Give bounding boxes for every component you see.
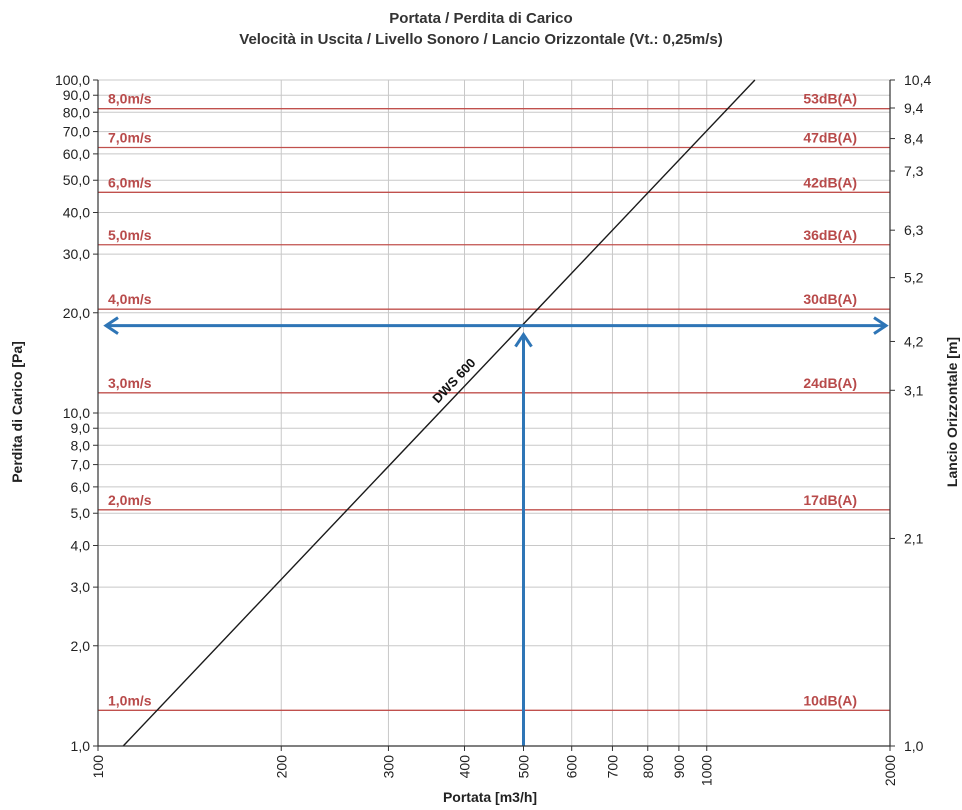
x-tick-label: 300 xyxy=(380,755,396,779)
velocity-label: 8,0m/s xyxy=(108,91,152,107)
y2-tick-label: 6,3 xyxy=(904,222,924,238)
y2-axis-title: Lancio Orizzontale [m] xyxy=(944,337,960,487)
y-tick-label: 40,0 xyxy=(63,205,90,221)
sound-level-label: 36dB(A) xyxy=(803,227,857,243)
velocity-label: 7,0m/s xyxy=(108,130,152,146)
left-arrowhead xyxy=(103,316,119,335)
y2-tick-label: 8,4 xyxy=(904,131,924,147)
x-tick-label: 800 xyxy=(640,755,656,779)
y-tick-label: 90,0 xyxy=(63,87,90,103)
y-tick-label: 20,0 xyxy=(63,305,90,321)
y2-tick-label: 4,2 xyxy=(904,333,924,349)
y-tick-label: 8,0 xyxy=(71,437,91,453)
x-tick-label: 700 xyxy=(604,755,620,779)
y-tick-label: 10,0 xyxy=(63,405,90,421)
y-tick-label: 100,0 xyxy=(55,72,90,88)
y-tick-label: 6,0 xyxy=(71,479,91,495)
y2-tick-label: 5,2 xyxy=(904,270,924,286)
x-tick-label: 400 xyxy=(457,755,473,779)
chart-title: Portata / Perdita di Carico xyxy=(389,10,572,27)
sound-level-label: 42dB(A) xyxy=(803,174,857,190)
y-tick-label: 2,0 xyxy=(71,638,91,654)
y-tick-label: 50,0 xyxy=(63,172,90,188)
series-line xyxy=(122,79,756,747)
x-tick-label: 100 xyxy=(90,755,106,779)
x-tick-label: 600 xyxy=(564,755,580,779)
x-tick-label: 500 xyxy=(515,755,531,779)
y-tick-label: 3,0 xyxy=(71,579,91,595)
y-tick-label: 7,0 xyxy=(71,457,91,473)
x-tick-label: 2000 xyxy=(882,755,898,786)
right-arrowhead xyxy=(873,316,889,335)
grid xyxy=(97,79,891,747)
velocity-lines: 1,0m/s 10dB(A) 2,0m/s 17dB(A) 3,0m/s 24dB(A) 4… xyxy=(98,91,890,711)
velocity-label: 4,0m/s xyxy=(108,291,152,307)
velocity-label: 6,0m/s xyxy=(108,174,152,190)
x-tick-label: 1000 xyxy=(699,755,715,786)
sound-level-label: 17dB(A) xyxy=(803,492,857,508)
series-label: DWS 600 xyxy=(429,355,478,406)
sound-level-label: 24dB(A) xyxy=(803,375,857,391)
velocity-label: 5,0m/s xyxy=(108,227,152,243)
sound-level-label: 47dB(A) xyxy=(803,130,857,146)
sound-level-label: 53dB(A) xyxy=(803,91,857,107)
x-tick-label: 900 xyxy=(671,755,687,779)
y2-tick-label: 2,1 xyxy=(904,530,924,546)
y-tick-label: 9,0 xyxy=(71,420,91,436)
chart-subtitle: Velocità in Uscita / Livello Sonoro / La… xyxy=(239,31,722,48)
y-tick-label: 1,0 xyxy=(71,738,91,754)
y-axis-title: Perdita di Carico [Pa] xyxy=(9,341,25,483)
y-tick-label: 60,0 xyxy=(63,146,90,162)
y-tick-label: 4,0 xyxy=(71,538,91,554)
y-tick-label: 30,0 xyxy=(63,246,90,262)
axes: 100 200 300 400 500 600 700 800 900 1000 2000 1,0 2,… xyxy=(55,72,932,786)
y2-tick-label: 1,0 xyxy=(904,738,924,754)
x-tick-label: 200 xyxy=(273,755,289,779)
velocity-label: 3,0m/s xyxy=(108,375,152,391)
y-tick-label: 70,0 xyxy=(63,124,90,140)
velocity-label: 2,0m/s xyxy=(108,492,152,508)
up-arrowhead xyxy=(514,331,533,348)
y2-tick-label: 10,4 xyxy=(904,72,931,88)
sound-level-label: 30dB(A) xyxy=(803,291,857,307)
velocity-label: 1,0m/s xyxy=(108,692,152,708)
x-axis-title: Portata [m3/h] xyxy=(443,789,537,805)
y2-tick-label: 7,3 xyxy=(904,163,924,179)
y-tick-label: 80,0 xyxy=(63,104,90,120)
reading-arrows xyxy=(103,316,889,746)
y2-tick-label: 9,4 xyxy=(904,100,924,116)
y2-tick-label: 3,1 xyxy=(904,382,924,398)
y-tick-label: 5,0 xyxy=(71,505,91,521)
sound-level-label: 10dB(A) xyxy=(803,692,857,708)
